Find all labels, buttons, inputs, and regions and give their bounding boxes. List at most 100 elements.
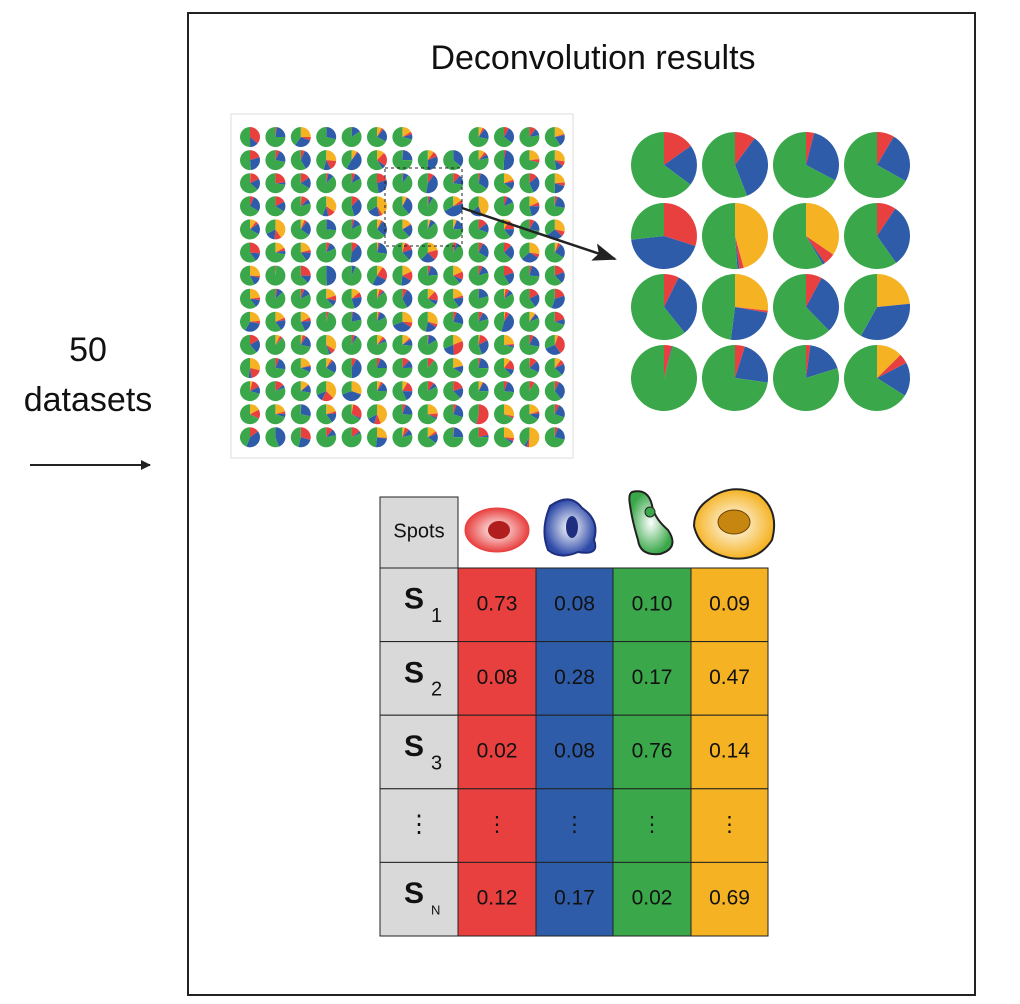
- zoomed-spots: [630, 132, 911, 412]
- pie-slice: [806, 274, 822, 307]
- pie-slice: [526, 437, 530, 448]
- pie-slice: [519, 242, 530, 260]
- pie-slice: [240, 427, 250, 447]
- pie-slice: [453, 265, 463, 276]
- pie-slice: [519, 358, 539, 379]
- value-text: 0.10: [632, 592, 673, 615]
- pie-slice: [427, 219, 436, 230]
- pie-slice: [417, 150, 428, 171]
- pie-slice: [275, 413, 286, 418]
- value-cell: [690, 714, 769, 790]
- pie-slice: [351, 127, 353, 137]
- pie-slice: [529, 313, 536, 322]
- pie-slice: [326, 360, 337, 373]
- pie-slice: [351, 151, 358, 161]
- pie-slice: [427, 381, 435, 392]
- pie-slice: [443, 288, 459, 309]
- pie-slice: [351, 391, 362, 395]
- pie-slice: [427, 358, 434, 368]
- pie-slice: [250, 127, 260, 144]
- pie-slice: [554, 427, 559, 438]
- pie-slice: [478, 334, 488, 345]
- pie-slice: [544, 334, 555, 349]
- pie-slice: [326, 411, 337, 415]
- pie-slice: [427, 196, 430, 207]
- pie-slice: [248, 368, 252, 378]
- row-subscript: 3: [431, 752, 442, 774]
- pie-slice: [377, 290, 385, 299]
- pie-slice: [468, 358, 489, 378]
- pie-slice: [239, 150, 251, 171]
- pie-slice: [443, 344, 454, 355]
- row-label-cell: [379, 788, 459, 863]
- pie-slice: [478, 150, 485, 161]
- pie-slice: [554, 196, 558, 207]
- pie-slice: [806, 277, 839, 331]
- pie-slice: [443, 311, 463, 332]
- zoom-arrow: [461, 206, 617, 261]
- pie-slice: [351, 404, 362, 419]
- pie-slice: [326, 359, 334, 368]
- pie-slice: [427, 321, 438, 328]
- pie-slice: [806, 236, 834, 263]
- pie-slice: [326, 196, 337, 212]
- pie-slice: [529, 159, 540, 163]
- pie-slice: [427, 173, 434, 184]
- pie-slice: [401, 275, 412, 286]
- pie-slice: [326, 219, 337, 231]
- pie-slice: [290, 265, 308, 286]
- pie-slice: [772, 203, 823, 270]
- pie-slice: [250, 137, 258, 147]
- pie-slice: [494, 404, 514, 425]
- pie-slice: [735, 236, 740, 269]
- pie-slice: [367, 196, 377, 212]
- pie-slice: [504, 196, 514, 207]
- pie-slice: [478, 266, 489, 276]
- pie-slice: [265, 265, 286, 286]
- pie-slice: [453, 404, 464, 418]
- pie-slice: [250, 197, 261, 212]
- pie-slice: [427, 152, 438, 161]
- pie-slice: [529, 413, 540, 420]
- pie-slice: [453, 242, 457, 253]
- pie-slice: [393, 321, 411, 332]
- pie-slice: [494, 358, 512, 378]
- pie-slice: [478, 242, 483, 253]
- pie-slice: [504, 196, 508, 207]
- pie-slice: [275, 317, 286, 322]
- pie-slice: [316, 219, 337, 240]
- pie-slice: [326, 358, 332, 368]
- pie-slice: [519, 404, 538, 425]
- pie-slice: [468, 242, 488, 263]
- pie-slice: [250, 381, 253, 392]
- pie-slice: [529, 160, 540, 163]
- pie-slice: [377, 289, 384, 299]
- pie-slice: [529, 294, 540, 307]
- pie-slice: [392, 127, 413, 148]
- pie-slice: [402, 427, 409, 438]
- pie-slice: [392, 288, 408, 309]
- pie-slice: [529, 219, 535, 230]
- pie-slice: [544, 150, 557, 171]
- pie-slice: [554, 335, 565, 354]
- pie-slice: [554, 183, 565, 194]
- pie-slice: [453, 219, 457, 230]
- pie-slice: [478, 265, 483, 276]
- pie-slice: [367, 127, 386, 148]
- pie-slice: [290, 150, 306, 171]
- pie-slice: [351, 334, 355, 345]
- pie-slice: [554, 427, 565, 440]
- pie-slice: [240, 196, 259, 217]
- pie-slice: [377, 267, 387, 280]
- pie-slice: [300, 199, 311, 207]
- pie-slice: [250, 414, 259, 419]
- pie-slice: [367, 242, 387, 263]
- pie-slice: [341, 196, 355, 217]
- pie-slice: [275, 334, 281, 345]
- pie-slice: [265, 311, 282, 332]
- value-cell: [457, 714, 537, 790]
- pie-slice: [402, 429, 413, 438]
- pie-slice: [300, 252, 311, 261]
- pie-slice: [377, 150, 385, 161]
- pie-slice: [300, 321, 311, 331]
